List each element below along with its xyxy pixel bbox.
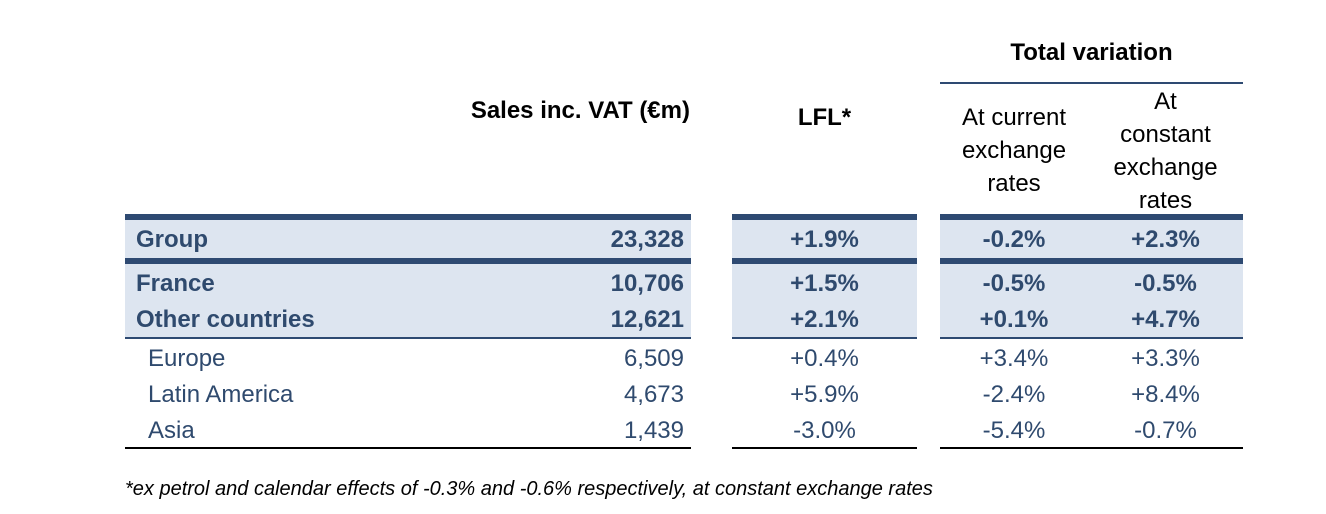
group-row-bg-lfl bbox=[732, 220, 917, 258]
row-constant: +8.4% bbox=[1131, 381, 1200, 408]
group-row-bg-variation bbox=[940, 220, 1243, 258]
footnote: *ex petrol and calendar effects of -0.3%… bbox=[125, 478, 933, 500]
constant-rates-line-3: exchange bbox=[1113, 154, 1218, 181]
sep-lfl bbox=[732, 337, 917, 339]
row-lfl: +5.9% bbox=[790, 381, 859, 408]
row-current: -0.2% bbox=[982, 226, 1046, 253]
row-lfl: -3.0% bbox=[793, 417, 856, 444]
mid-bar-variation bbox=[940, 258, 1243, 264]
row-sales: 6,509 bbox=[623, 345, 684, 372]
lfl-header: LFL* bbox=[797, 104, 852, 131]
row-current: +0.1% bbox=[979, 306, 1049, 333]
row-current: -0.5% bbox=[982, 270, 1046, 297]
row-label: Latin America bbox=[148, 381, 294, 408]
current-rates-line-3: rates bbox=[987, 170, 1041, 197]
row-label: Europe bbox=[148, 345, 226, 372]
region-rows-bg bbox=[125, 264, 691, 338]
total-variation-underline bbox=[940, 82, 1243, 84]
row-current: -5.4% bbox=[982, 417, 1046, 444]
row-constant: -0.5% bbox=[1134, 270, 1197, 297]
row-current: +3.4% bbox=[979, 345, 1049, 372]
mid-bar-sales bbox=[125, 258, 691, 264]
row-constant: +2.3% bbox=[1131, 226, 1200, 253]
bottom-line-sales bbox=[125, 447, 691, 449]
top-bar-sales bbox=[125, 214, 691, 220]
current-rates-line-1: At current bbox=[961, 104, 1067, 131]
row-sales: 10,706 bbox=[610, 270, 684, 297]
constant-rates-header: At constant exchange rates bbox=[1088, 85, 1243, 217]
row-constant: +4.7% bbox=[1131, 306, 1200, 333]
group-row-bg bbox=[125, 220, 691, 258]
top-bar-variation bbox=[940, 214, 1243, 220]
row-label: Group bbox=[136, 226, 208, 253]
row-sales: 12,621 bbox=[610, 306, 684, 333]
row-lfl: +0.4% bbox=[790, 345, 859, 372]
row-label: France bbox=[136, 270, 215, 297]
row-label: Asia bbox=[148, 417, 195, 444]
sep-variation bbox=[940, 337, 1243, 339]
sep-sales bbox=[125, 337, 691, 339]
row-sales: 23,328 bbox=[610, 226, 684, 253]
row-constant: -0.7% bbox=[1134, 417, 1197, 444]
region-rows-bg-lfl bbox=[732, 264, 917, 338]
region-rows-bg-variation bbox=[940, 264, 1243, 338]
constant-rates-line-1: At bbox=[1154, 88, 1177, 115]
row-current: -2.4% bbox=[982, 381, 1046, 408]
row-lfl: +2.1% bbox=[790, 306, 859, 333]
row-lfl: +1.5% bbox=[790, 270, 859, 297]
row-sales: 4,673 bbox=[623, 381, 684, 408]
current-rates-header: At current exchange rates bbox=[940, 101, 1088, 200]
constant-rates-line-2: constant bbox=[1120, 121, 1211, 148]
bottom-line-lfl bbox=[732, 447, 917, 449]
total-variation-header: Total variation bbox=[1010, 39, 1173, 66]
current-rates-line-2: exchange bbox=[961, 137, 1067, 164]
row-lfl: +1.9% bbox=[790, 226, 859, 253]
sales-header: Sales inc. VAT (€m) bbox=[470, 97, 690, 124]
bottom-line-variation bbox=[940, 447, 1243, 449]
row-label: Other countries bbox=[136, 306, 315, 333]
row-constant: +3.3% bbox=[1131, 345, 1200, 372]
row-sales: 1,439 bbox=[623, 417, 684, 444]
constant-rates-line-4: rates bbox=[1138, 187, 1193, 214]
top-bar-lfl bbox=[732, 214, 917, 220]
mid-bar-lfl bbox=[732, 258, 917, 264]
